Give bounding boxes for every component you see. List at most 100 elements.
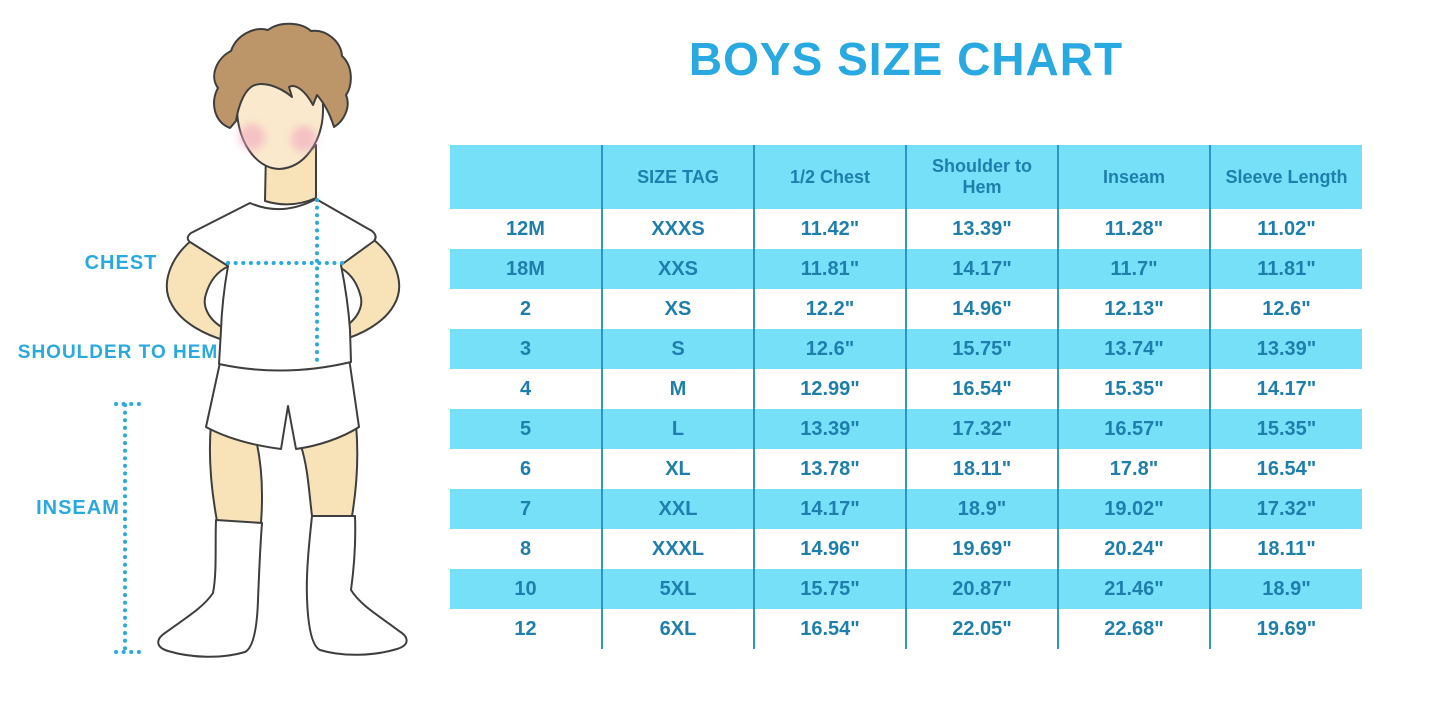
- cell-chest: 13.78": [753, 449, 906, 489]
- cell-shoulder_to_hem: 22.05": [905, 609, 1058, 649]
- column-header-inseam: Inseam: [1057, 145, 1210, 209]
- cell-sleeve: 14.17": [1209, 369, 1362, 409]
- cell-size: 18M: [450, 249, 602, 289]
- boy-right-sock: [305, 515, 408, 656]
- cell-sleeve: 13.39": [1209, 329, 1362, 369]
- cell-inseam: 22.68": [1057, 609, 1210, 649]
- cell-tag: XXXS: [601, 209, 754, 249]
- cell-tag: S: [601, 329, 754, 369]
- cell-size: 12: [514, 617, 537, 640]
- table-row: 6 XL 13.78" 18.11" 17.8" 16.54": [450, 449, 1362, 489]
- table-row: 2 XS 12.2" 14.96" 12.13" 12.6": [450, 289, 1362, 329]
- cell-inseam: 21.46": [1057, 569, 1210, 609]
- shoulder-to-hem-label: SHOULDER TO HEM: [18, 342, 218, 363]
- cell-chest: 15.75": [753, 569, 906, 609]
- cell-chest: 12.99": [753, 369, 906, 409]
- cell-inseam: 13.74": [1057, 329, 1210, 369]
- cell-tag: XXXL: [601, 529, 754, 569]
- cell-shoulder_to_hem: 20.87": [905, 569, 1058, 609]
- table-row: 10 5XL 15.75" 20.87" 21.46" 18.9": [450, 569, 1362, 609]
- table-row: 3 S 12.6" 15.75" 13.74" 13.39": [450, 329, 1362, 369]
- cell-inseam: 11.28": [1057, 209, 1210, 249]
- cell-chest: 13.39": [753, 409, 906, 449]
- cell-size: 12M: [506, 217, 545, 240]
- cell-size: 5: [450, 409, 602, 449]
- table-row: 7 XXL 14.17" 18.9" 19.02" 17.32": [450, 489, 1362, 529]
- cell-tag: 6XL: [601, 609, 754, 649]
- table-row: 5 L 13.39" 17.32" 16.57" 15.35": [450, 409, 1362, 449]
- table-row: 8 XXXL 14.96" 19.69" 20.24" 18.11": [450, 529, 1362, 569]
- boy-cheek-right: [291, 126, 317, 152]
- table-row: 18M XXS 11.81" 14.17" 11.7" 11.81": [450, 249, 1362, 289]
- cell-size: 4: [519, 377, 532, 400]
- column-header-shoulder-to-hem: Shoulder to Hem: [905, 145, 1058, 209]
- cell-shoulder_to_hem: 18.11": [905, 449, 1058, 489]
- cell-sleeve: 18.11": [1209, 529, 1362, 569]
- cell-inseam: 20.24": [1057, 529, 1210, 569]
- cell-chest: 16.54": [753, 609, 906, 649]
- cell-size: 10: [450, 569, 602, 609]
- cell-shoulder_to_hem: 18.9": [905, 489, 1058, 529]
- cell-shoulder_to_hem: 13.39": [905, 209, 1058, 249]
- cell-shoulder_to_hem: 14.96": [905, 289, 1058, 329]
- cell-shoulder_to_hem: 19.69": [905, 529, 1058, 569]
- column-header-size: [450, 145, 602, 209]
- cell-sleeve: 16.54": [1209, 449, 1362, 489]
- inseam-label: INSEAM: [36, 497, 120, 519]
- boy-left-sock: [157, 519, 263, 658]
- cell-sleeve: 11.02": [1209, 209, 1362, 249]
- cell-chest: 11.81": [753, 249, 906, 289]
- cell-sleeve: 17.32": [1209, 489, 1362, 529]
- boy-hair: [213, 22, 352, 129]
- chest-label: CHEST: [85, 252, 158, 274]
- cell-size: 8: [519, 537, 532, 560]
- cell-inseam: 16.57": [1057, 409, 1210, 449]
- cell-chest: 11.42": [753, 209, 906, 249]
- cell-tag: XXS: [601, 249, 754, 289]
- cell-chest: 12.6": [753, 329, 906, 369]
- size-table: SIZE TAG 1/2 Chest Shoulder to Hem Insea…: [450, 145, 1362, 649]
- table-row: 4 M 12.99" 16.54" 15.35" 14.17": [450, 369, 1362, 409]
- cell-sleeve: 18.9": [1209, 569, 1362, 609]
- cell-sleeve: 11.81": [1209, 249, 1362, 289]
- cell-tag: L: [601, 409, 754, 449]
- cell-size: 6: [519, 457, 532, 480]
- size-table-body: 12M XXXS 11.42" 13.39" 11.28" 11.02" 18M XXS 11.…: [450, 209, 1362, 649]
- cell-sleeve: 19.69": [1209, 609, 1362, 649]
- table-row: 12M XXXS 11.42" 13.39" 11.28" 11.02": [450, 209, 1362, 249]
- column-header-half-chest: 1/2 Chest: [753, 145, 906, 209]
- cell-chest: 12.2": [753, 289, 906, 329]
- cell-inseam: 15.35": [1057, 369, 1210, 409]
- cell-shoulder_to_hem: 17.32": [905, 409, 1058, 449]
- cell-sleeve: 12.6": [1209, 289, 1362, 329]
- cell-inseam: 11.7": [1057, 249, 1210, 289]
- page-title: BOYS SIZE CHART: [688, 33, 1124, 85]
- cell-chest: 14.96": [753, 529, 906, 569]
- cell-inseam: 12.13": [1057, 289, 1210, 329]
- cell-inseam: 19.02": [1057, 489, 1210, 529]
- cell-shoulder_to_hem: 16.54": [905, 369, 1058, 409]
- boy-measurement-figure: CHEST SHOULDER TO HEM INSEAM: [18, 22, 408, 658]
- cell-inseam: 17.8": [1057, 449, 1210, 489]
- cell-size: 7: [450, 489, 602, 529]
- boy-shirt: [186, 198, 377, 372]
- table-row: 12 6XL 16.54" 22.05" 22.68" 19.69": [450, 609, 1362, 649]
- cell-chest: 14.17": [753, 489, 906, 529]
- cell-tag: XL: [601, 449, 754, 489]
- column-header-sleeve-length: Sleeve Length: [1209, 145, 1362, 209]
- cell-tag: XS: [601, 289, 754, 329]
- column-header-size-tag: SIZE TAG: [601, 145, 754, 209]
- cell-sleeve: 15.35": [1209, 409, 1362, 449]
- size-table-container: SIZE TAG 1/2 Chest Shoulder to Hem Insea…: [450, 145, 1362, 649]
- cell-tag: 5XL: [601, 569, 754, 609]
- cell-shoulder_to_hem: 14.17": [905, 249, 1058, 289]
- boy-shorts: [205, 357, 360, 450]
- cell-shoulder_to_hem: 15.75": [905, 329, 1058, 369]
- size-table-header: SIZE TAG 1/2 Chest Shoulder to Hem Insea…: [450, 145, 1362, 209]
- cell-size: 2: [519, 297, 532, 320]
- cell-tag: M: [601, 369, 754, 409]
- cell-size: 3: [450, 329, 602, 369]
- boy-cheek-left: [239, 124, 265, 150]
- cell-tag: XXL: [601, 489, 754, 529]
